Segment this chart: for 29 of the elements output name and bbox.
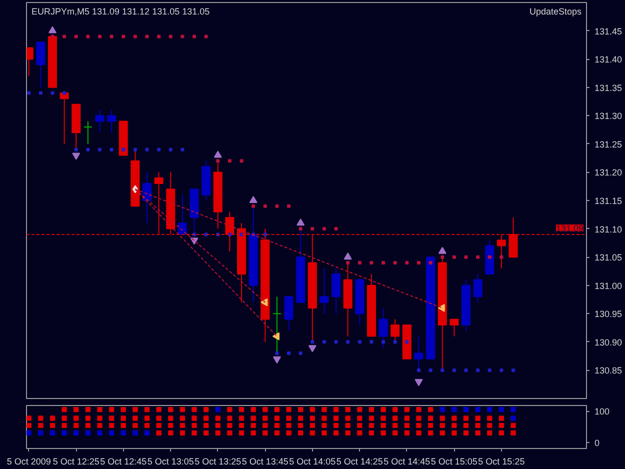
y-tick-label: 131.10	[594, 224, 622, 234]
x-tick-label: 5 Oct 2009	[6, 456, 51, 466]
chart-title: EURJPYm,M5 131.09 131.12 131.05 131.05	[32, 6, 210, 16]
y-tick-label: 0	[594, 438, 600, 448]
ref-line-label: 131.09	[556, 223, 584, 234]
y-tick-label: 131.25	[594, 139, 622, 150]
y-tick-label: 131.20	[594, 168, 622, 178]
x-tick-label: 5 Oct 13:05	[147, 456, 194, 466]
x-tick-label: 5 Oct 14:25	[336, 456, 383, 466]
x-tick-label: 5 Oct 12:45	[100, 456, 147, 466]
y-tick-label: 131.15	[594, 196, 622, 206]
x-tick-label: 5 Oct 12:25	[52, 456, 100, 466]
x-tick-label: 5 Oct 15:05	[430, 456, 478, 466]
y-tick-label: 100	[594, 406, 610, 417]
x-tick-label: 5 Oct 13:45	[242, 456, 288, 466]
annotation: UpdateStops	[529, 6, 582, 16]
y-tick-label: 131.30	[594, 111, 622, 122]
y-tick-label: 130.85	[594, 366, 622, 376]
y-tick-label: 131.35	[594, 82, 622, 93]
y-tick-label: 131.40	[594, 54, 622, 65]
x-tick-label: 5 Oct 15:25	[478, 456, 525, 466]
y-tick-label: 131.00	[594, 280, 622, 291]
y-tick-label: 131.05	[594, 252, 622, 263]
y-tick-label: 131.45	[594, 26, 622, 36]
y-tick-label: 130.90	[594, 337, 622, 348]
y-tick-label: 130.95	[594, 309, 622, 320]
x-tick-label: 5 Oct 14:05	[289, 456, 336, 466]
x-tick-label: 5 Oct 13:25	[194, 456, 242, 466]
x-tick-label: 5 Oct 14:45	[384, 456, 430, 466]
